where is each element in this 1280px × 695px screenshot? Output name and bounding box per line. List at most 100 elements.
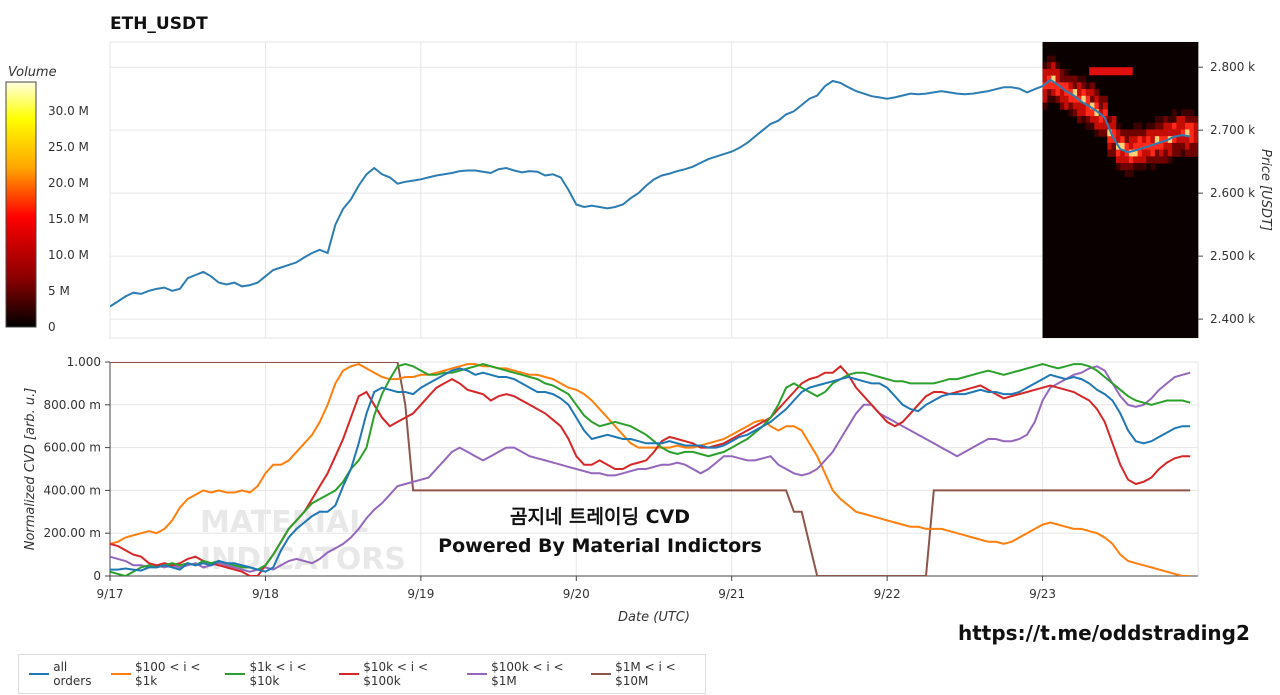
heatmap-cell: [1107, 142, 1113, 151]
telegram-link[interactable]: https://t.me/oddstrading2: [958, 621, 1250, 645]
heatmap-cell: [1077, 109, 1082, 117]
heatmap-cell: [1150, 122, 1156, 130]
heatmap-cell: [1150, 156, 1156, 164]
heatmap-cell: [1051, 62, 1057, 70]
heatmap-cell: [1077, 75, 1082, 83]
heatmap-cell: [1124, 163, 1130, 171]
cvd-series-line: [110, 367, 1191, 573]
overlay-subtitle: Powered By Material Indictors: [438, 535, 762, 557]
heatmap-cell: [1098, 122, 1104, 130]
heatmap-cell: [1141, 142, 1147, 151]
legend-item[interactable]: all orders: [29, 660, 105, 688]
heatmap-cell: [1068, 75, 1074, 83]
price-plot-area: [109, 41, 1199, 339]
heatmap-cell: [1193, 116, 1198, 124]
heatmap-cell: [1163, 149, 1169, 157]
heatmap-cell: [1185, 122, 1190, 130]
heatmap-cell: [1176, 116, 1182, 124]
heatmap-cell: [1077, 102, 1082, 110]
heatmap-cell: [1124, 149, 1130, 157]
heatmap-cell: [1072, 95, 1078, 104]
heatmap-cell: [1128, 156, 1134, 164]
heatmap-cell: [1146, 122, 1152, 130]
heatmap-cell: [1064, 82, 1069, 90]
heatmap-cell: [1133, 142, 1139, 151]
heatmap-cell: [1072, 75, 1078, 83]
heatmap-cell: [1098, 102, 1104, 110]
heatmap-wall: [1089, 67, 1133, 76]
heatmap-cell: [1085, 116, 1091, 124]
heatmap-cell: [1189, 129, 1195, 137]
heatmap-cell: [1094, 89, 1100, 97]
heatmap-cell: [1090, 95, 1095, 104]
heatmap-cell: [1055, 68, 1061, 77]
heatmap-cell: [1072, 102, 1078, 110]
heatmap-cell: [1115, 129, 1121, 137]
heatmap-cell: [1167, 149, 1173, 157]
heatmap-cell: [1103, 102, 1108, 110]
colorbar-tick-label: 15.0 M: [48, 212, 89, 226]
heatmap-cell: [1193, 122, 1198, 130]
heatmap-cell: [1124, 129, 1130, 137]
heatmap-cell: [1159, 136, 1164, 144]
heatmap-cell: [1141, 163, 1147, 171]
chart-title: ETH_USDT: [110, 14, 208, 34]
heatmap-cell: [1098, 116, 1104, 124]
overlay-caption: 곰지네 트레이딩 CVD Powered By Material Indicto…: [400, 503, 800, 561]
legend-item[interactable]: $1M < i < $10M: [590, 660, 705, 688]
cvd-x-tick-label: 9/19: [407, 587, 434, 601]
heatmap-cell: [1077, 82, 1082, 90]
cvd-y-tick-label: 1.000: [67, 355, 101, 369]
heatmap-cell: [1085, 95, 1091, 104]
heatmap-cell: [1090, 89, 1095, 97]
heatmap-cell: [1150, 136, 1156, 144]
heatmap-cell: [1081, 82, 1087, 90]
heatmap-cell: [1159, 156, 1164, 164]
heatmap-cell: [1042, 102, 1048, 110]
heatmap-cell: [1180, 129, 1186, 137]
heatmap-cell: [1137, 142, 1143, 151]
heatmap-cell: [1167, 116, 1173, 124]
legend-item[interactable]: $10k < i < $100k: [339, 660, 461, 688]
heatmap-cell: [1046, 62, 1052, 70]
price-line: [110, 78, 1191, 308]
watermark-line1: MATERIAL: [200, 505, 368, 540]
heatmap-cell: [1137, 129, 1143, 137]
heatmap-cell: [1180, 136, 1186, 144]
cvd-x-tick-label: 9/18: [252, 587, 279, 601]
cvd-x-tick-label: 9/20: [563, 587, 590, 601]
heatmap-cell: [1107, 136, 1113, 144]
heatmap-cell: [1051, 82, 1057, 90]
cvd-y-tick-label: 800.00 m: [44, 398, 102, 412]
heatmap-cell: [1103, 129, 1108, 137]
heatmap-cell: [1137, 149, 1143, 157]
heatmap-cell: [1064, 95, 1069, 104]
heatmap-cell: [1150, 142, 1156, 151]
heatmap-cell: [1172, 142, 1177, 151]
heatmap-cell: [1154, 122, 1160, 130]
heatmap-cell: [1120, 129, 1126, 137]
legend-swatch: [110, 673, 132, 675]
heatmap-cell: [1180, 109, 1186, 117]
price-tick-label: 2.600 k: [1210, 186, 1255, 200]
legend-swatch: [590, 673, 612, 675]
heatmap-cell: [1068, 102, 1074, 110]
heatmap-cell: [1193, 142, 1198, 151]
heatmap-cell: [1189, 122, 1195, 130]
heatmap-cell: [1115, 156, 1121, 164]
heatmap-cell: [1128, 163, 1134, 171]
heatmap-cell: [1081, 95, 1087, 104]
heatmap-cell: [1042, 62, 1048, 70]
legend-swatch: [466, 673, 488, 675]
legend-item[interactable]: $100 < i < $1k: [110, 660, 219, 688]
legend-item[interactable]: $100k < i < $1M: [466, 660, 585, 688]
legend-item[interactable]: $1k < i < $10k: [225, 660, 333, 688]
heatmap-cell: [1189, 116, 1195, 124]
legend-label: $1M < i < $10M: [615, 660, 676, 688]
heatmap-cell: [1159, 149, 1164, 157]
heatmap-cell: [1163, 116, 1169, 124]
heatmap-cell: [1042, 75, 1048, 83]
heatmap-cell: [1081, 89, 1087, 97]
heatmap-cell: [1172, 122, 1177, 130]
heatmap-cell: [1094, 129, 1100, 137]
